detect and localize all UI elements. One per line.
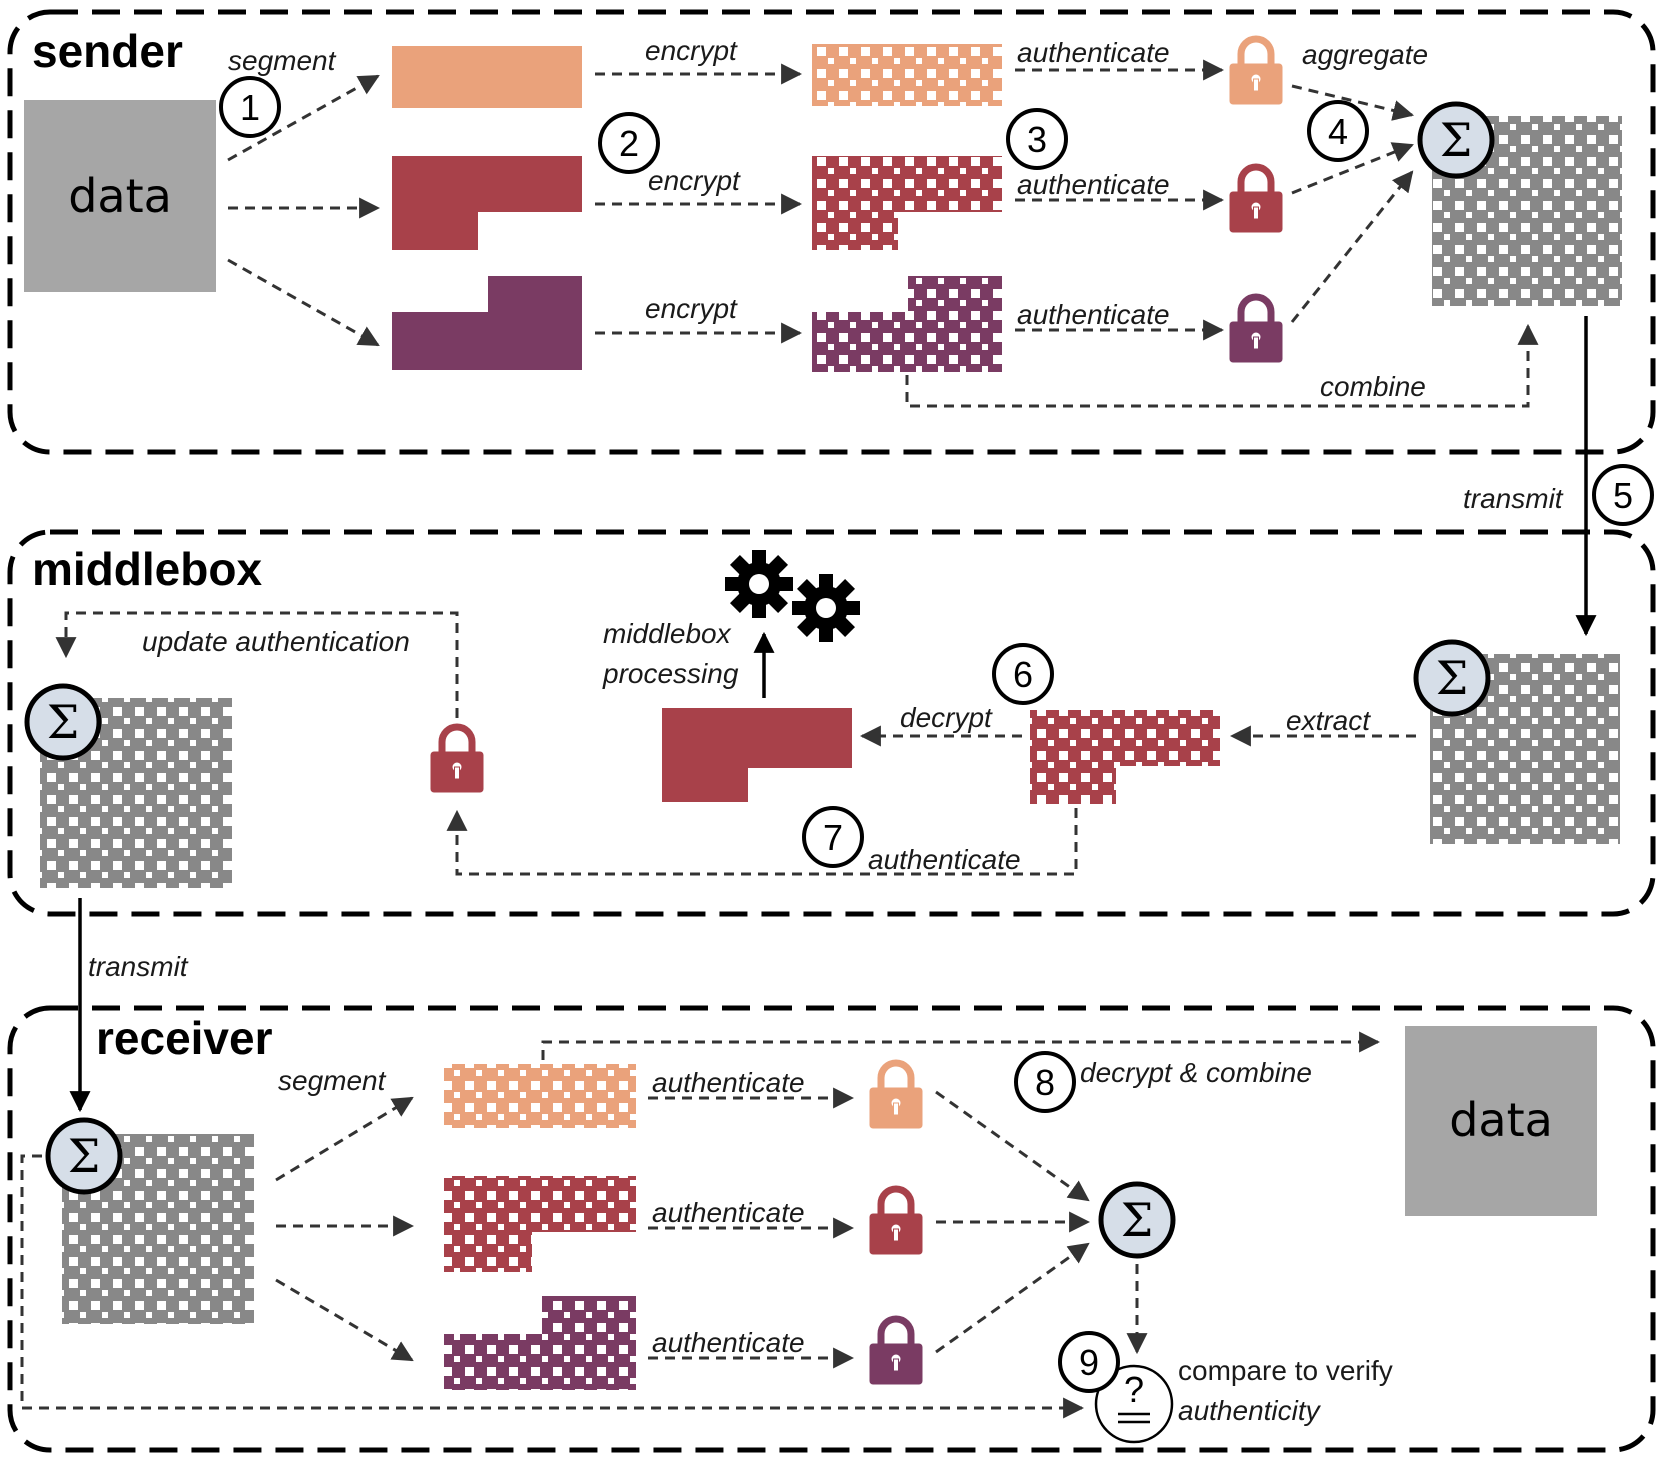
- sender-authenticate-label-2: authenticate: [1017, 169, 1170, 200]
- receiver-cipher-red: [444, 1176, 636, 1272]
- receiver-aggregate-arrow-1: [935, 1090, 1090, 1202]
- receiver-box: [7, 1005, 1656, 1453]
- sigma-icon: Σ: [1098, 1181, 1176, 1259]
- sender-data-block: [24, 100, 216, 292]
- svg-text:2: 2: [619, 123, 639, 164]
- section-title-receiver: receiver: [96, 1012, 273, 1064]
- receiver-data-label: data: [1449, 1093, 1553, 1147]
- gear-icon: [792, 574, 860, 642]
- segment-arrow-3: [227, 258, 380, 347]
- encrypt-label-1: encrypt: [645, 35, 738, 66]
- svg-text:Σ: Σ: [1121, 1193, 1154, 1247]
- svg-text:3: 3: [1027, 119, 1047, 160]
- receiver-data-block: [1405, 1026, 1597, 1216]
- aggregate-arrow-1: [1291, 84, 1415, 121]
- svg-text:4: 4: [1328, 111, 1348, 152]
- section-title-sender: sender: [32, 25, 183, 77]
- decrypt-combine-arrow: [541, 1031, 1381, 1060]
- receiver-authenticate-label-1: authenticate: [652, 1067, 805, 1098]
- update-authentication-label: update authentication: [142, 626, 410, 657]
- svg-text:5: 5: [1613, 475, 1633, 516]
- encrypt-label-2: encrypt: [648, 165, 741, 196]
- processing-label-2: processing: [602, 658, 739, 689]
- transmit-label-1: transmit: [1463, 483, 1564, 514]
- plain-segment-middlebox: [662, 708, 852, 802]
- svg-text:1: 1: [240, 87, 260, 128]
- lock-icon: [1230, 167, 1282, 232]
- receiver-segment-label: segment: [278, 1065, 387, 1096]
- processing-label-1: middlebox: [603, 618, 732, 649]
- sender-authenticate-label-1: authenticate: [1017, 37, 1170, 68]
- lock-icon: [870, 1063, 922, 1128]
- receiver-cipher-orange: [444, 1064, 636, 1128]
- aggregate-arrow-3: [1290, 170, 1414, 323]
- svg-text:Σ: Σ: [1440, 113, 1473, 167]
- lock-icon: [870, 1189, 922, 1254]
- receiver-cipher-purple: [444, 1296, 636, 1390]
- sigma-icon: Σ: [1413, 639, 1491, 717]
- middlebox-box: [7, 529, 1656, 917]
- step-8: 8: [1014, 1051, 1076, 1113]
- svg-text:Σ: Σ: [47, 695, 80, 749]
- step-6: 6: [992, 643, 1054, 705]
- segment-arrow-1: [227, 74, 380, 162]
- combine-label: combine: [1320, 371, 1426, 402]
- svg-text:8: 8: [1035, 1062, 1055, 1103]
- aggregate-label: aggregate: [1302, 39, 1428, 70]
- lock-icon: [431, 727, 483, 792]
- step-3: 3: [1006, 108, 1068, 170]
- compare-label-1: compare to verify: [1178, 1355, 1393, 1386]
- middlebox-authenticate-label: authenticate: [868, 844, 1021, 875]
- receiver-aggregate-arrow-3: [935, 1242, 1090, 1354]
- svg-text:?: ?: [1124, 1369, 1144, 1410]
- combine-arrow: [905, 323, 1539, 408]
- svg-text:7: 7: [823, 817, 843, 858]
- cipher-segment-purple: [812, 276, 1002, 372]
- svg-text:6: 6: [1013, 654, 1033, 695]
- sender-data-label: data: [68, 169, 172, 223]
- sigma-icon: Σ: [24, 683, 102, 761]
- transmit-label-2: transmit: [88, 951, 189, 982]
- sender-authenticate-label-3: authenticate: [1017, 299, 1170, 330]
- step-9: 9: [1058, 1331, 1120, 1393]
- plain-segment-red: [392, 156, 582, 250]
- receiver-segment-arrow-1: [275, 1096, 414, 1182]
- receiver-authenticate-label-2: authenticate: [652, 1197, 805, 1228]
- middlebox-authenticate-arrow: [446, 808, 1078, 876]
- decrypt-label: decrypt: [900, 702, 993, 733]
- lock-icon: [1230, 297, 1282, 362]
- encrypt-label-3: encrypt: [645, 293, 738, 324]
- compare-arrow-received: [20, 1154, 1085, 1419]
- section-title-middlebox: middlebox: [32, 543, 262, 595]
- plain-segment-purple: [392, 276, 582, 370]
- compare-label-2: authenticity: [1178, 1395, 1322, 1426]
- plain-segment-orange: [392, 46, 582, 108]
- receiver-authenticate-label-3: authenticate: [652, 1327, 805, 1358]
- step-1: 1: [219, 76, 281, 138]
- step-5: 5: [1592, 464, 1654, 526]
- sigma-icon: Σ: [1417, 101, 1495, 179]
- cipher-segment-red: [812, 156, 1002, 250]
- gear-icon: [725, 550, 793, 618]
- extract-label: extract: [1286, 705, 1371, 736]
- cipher-segment-extracted: [1030, 710, 1220, 804]
- verify-icon: ?: [1094, 1364, 1174, 1444]
- sender-segment-label: segment: [228, 45, 337, 76]
- svg-text:9: 9: [1079, 1342, 1099, 1383]
- step-2: 2: [598, 112, 660, 174]
- receiver-segment-arrow-3: [275, 1278, 414, 1362]
- step-7: 7: [802, 806, 864, 868]
- sigma-icon: Σ: [45, 1117, 123, 1195]
- decrypt-combine-label: decrypt & combine: [1080, 1057, 1312, 1088]
- cipher-segment-orange: [812, 44, 1002, 106]
- sender-box: [7, 9, 1656, 455]
- aggregate-arrow-2: [1291, 142, 1414, 195]
- step-4: 4: [1307, 100, 1369, 162]
- svg-text:Σ: Σ: [68, 1129, 101, 1183]
- svg-text:Σ: Σ: [1436, 651, 1469, 705]
- lock-icon: [1230, 39, 1282, 104]
- update-authentication-arrow: [55, 611, 459, 718]
- lock-icon: [870, 1319, 922, 1384]
